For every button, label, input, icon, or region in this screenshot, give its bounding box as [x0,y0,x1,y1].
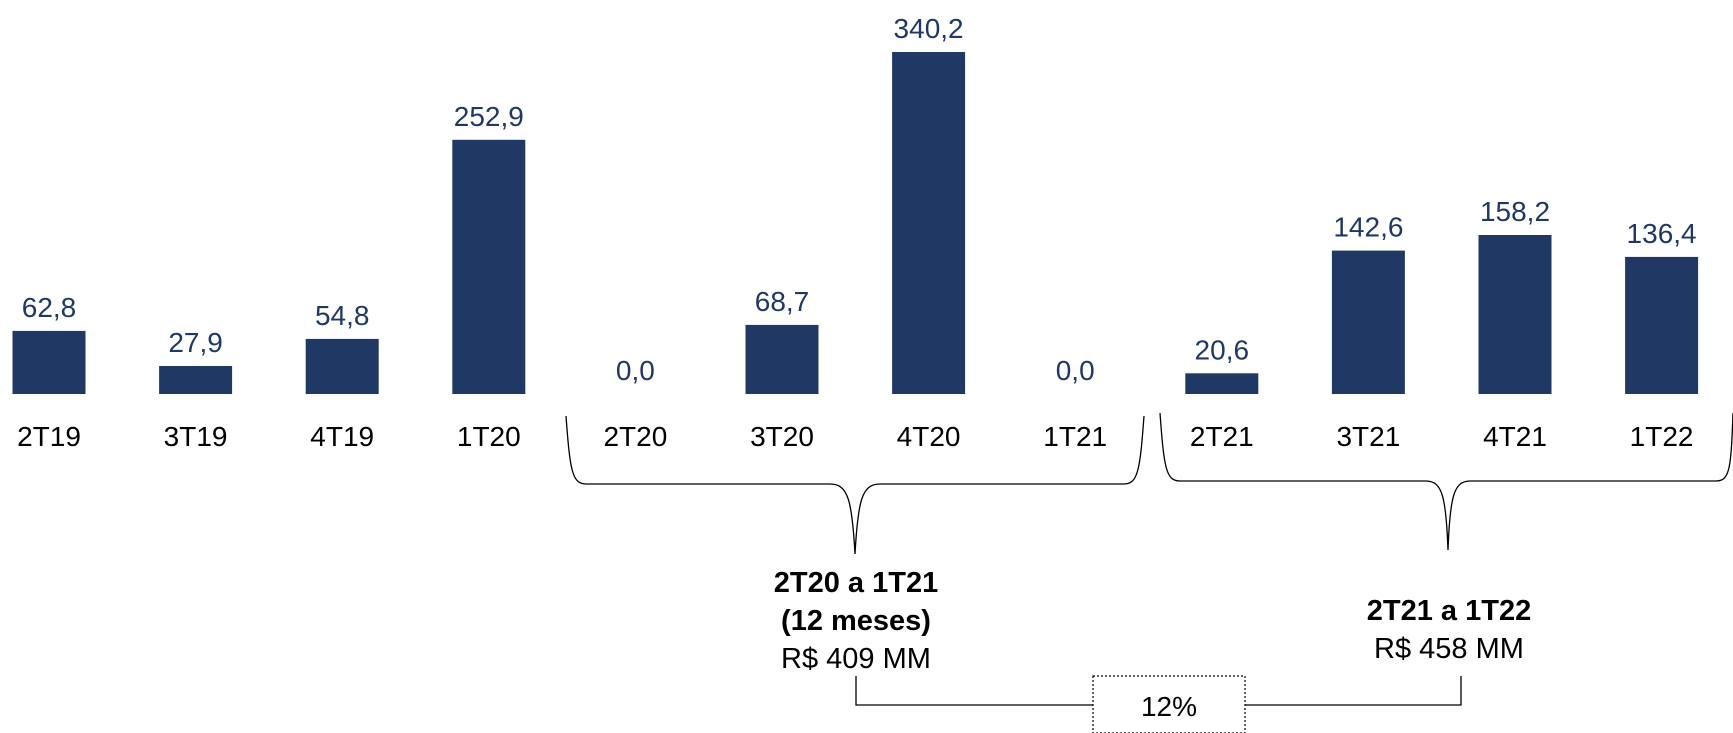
category-label-4T19: 4T19 [310,421,374,452]
value-label-1T20: 252,9 [454,101,524,132]
value-label-4T21: 158,2 [1480,196,1550,227]
value-label-4T19: 54,8 [315,300,370,331]
value-label-3T19: 27,9 [168,327,223,358]
comparison-connector-left [855,676,1093,706]
value-label-1T22: 136,4 [1627,218,1697,249]
category-label-3T20: 3T20 [750,421,814,452]
category-label-1T22: 1T22 [1630,421,1694,452]
category-label-2T20: 2T20 [603,421,667,452]
category-label-1T20: 1T20 [457,421,521,452]
comparison-label: 12% [1141,691,1197,722]
group-1-title-line1: 2T20 a 1T21 [774,567,938,599]
category-labels-layer: 2T19 3T19 4T19 1T20 2T20 3T20 4T20 1T21 2T21 3T21… [17,421,1693,452]
value-label-1T21: 0,0 [1056,355,1095,386]
value-label-2T20: 0,0 [616,355,655,386]
value-label-3T20: 68,7 [755,286,810,317]
group-1-total: R$ 409 MM [781,643,931,675]
bar-4T20 [892,52,966,394]
category-label-1T21: 1T21 [1043,421,1107,452]
category-label-4T20: 4T20 [897,421,961,452]
bar-2T19 [12,330,86,394]
bar-3T21 [1331,250,1405,394]
value-label-4T20: 340,2 [894,13,964,44]
value-label-2T19: 62,8 [22,292,77,323]
comparison-connector-right [1245,676,1462,706]
value-labels-layer: 62,8 27,9 54,8 252,9 0,0 68,7 340,2 0,0 20,6 142,… [22,13,1697,386]
group-2-title: 2T21 a 1T22 [1367,595,1531,627]
group-1-title-line2: (12 meses) [781,605,931,637]
bars-layer [12,52,1699,394]
bar-2T21 [1185,373,1259,394]
bar-4T19 [305,338,379,394]
bar-3T19 [159,366,233,394]
bar-4T21 [1478,235,1552,394]
category-label-3T19: 3T19 [164,421,228,452]
bar-1T20 [452,139,526,394]
group-brace-2 [1159,412,1733,551]
bar-1T22 [1625,256,1699,394]
category-label-2T21: 2T21 [1190,421,1254,452]
comparison-box [1092,675,1246,733]
bar-3T20 [745,324,819,394]
category-label-2T19: 2T19 [17,421,81,452]
category-label-4T21: 4T21 [1483,421,1547,452]
value-label-3T21: 142,6 [1333,212,1403,243]
group-brace-1 [565,415,1145,555]
group-2-total: R$ 458 MM [1374,633,1524,665]
category-label-3T21: 3T21 [1336,421,1400,452]
value-label-2T21: 20,6 [1195,334,1250,365]
